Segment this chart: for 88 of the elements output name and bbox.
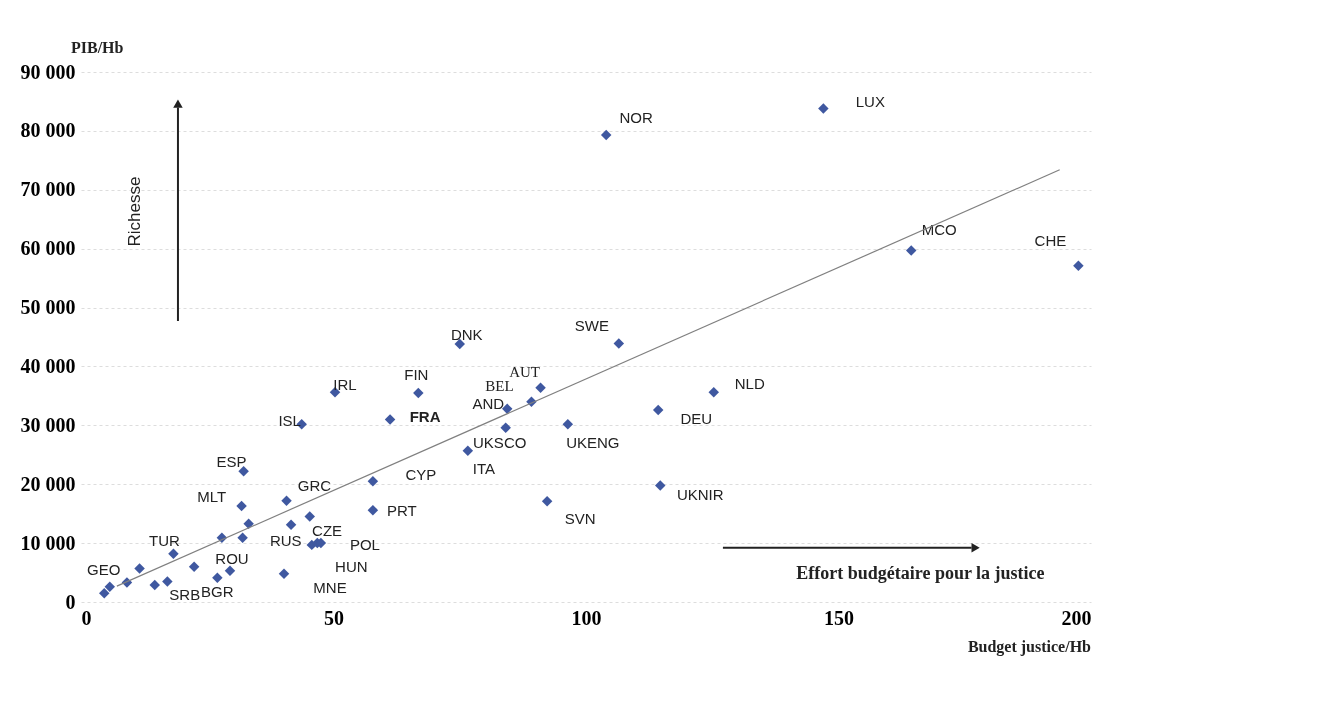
point	[104, 581, 116, 592]
point	[212, 572, 223, 584]
data-label: AND	[472, 394, 505, 412]
data-label: MLT	[197, 488, 227, 506]
point	[818, 103, 829, 114]
point	[278, 568, 290, 579]
point	[243, 518, 254, 529]
point	[168, 548, 179, 559]
data-label: SWE	[574, 317, 609, 335]
point	[237, 532, 248, 544]
point	[541, 496, 553, 507]
data-label: CZE	[312, 521, 343, 539]
point	[500, 422, 511, 433]
data-label: FIN	[404, 365, 429, 383]
data-label: BEL	[485, 377, 514, 394]
point	[238, 466, 249, 477]
point	[134, 563, 145, 574]
point	[905, 245, 917, 256]
point	[413, 387, 424, 399]
data-label: UKENG	[566, 434, 620, 452]
y-tick-label: 20 000	[20, 472, 76, 495]
point	[654, 480, 666, 491]
data-label: LUX	[855, 92, 885, 110]
data-label: UKSCO	[473, 433, 527, 451]
y-tick-label: 50 000	[20, 296, 76, 319]
point	[367, 476, 379, 487]
point	[236, 500, 247, 512]
data-label: MNE	[313, 578, 347, 596]
data-label: MCO	[921, 221, 957, 239]
point	[224, 565, 236, 577]
point	[367, 504, 379, 516]
data-label: NLD	[734, 375, 765, 393]
data-label: CYP	[405, 466, 437, 484]
y-tick-label: 40 000	[20, 354, 76, 377]
point	[535, 382, 546, 393]
annotation: Richesse	[124, 176, 144, 247]
x-axis-title: Budget justice/Hb	[967, 638, 1092, 656]
data-label: BGR	[201, 582, 234, 600]
point	[462, 445, 474, 456]
y-tick-label: 60 000	[20, 237, 76, 260]
point	[613, 338, 625, 349]
data-label: AUT	[509, 363, 540, 380]
point	[1073, 260, 1084, 271]
data-label: FRA	[409, 408, 441, 426]
y-tick-label: 10 000	[20, 531, 76, 554]
data-label: TUR	[149, 531, 180, 549]
y-tick-label: 80 000	[20, 119, 76, 142]
point	[600, 129, 612, 141]
data-label: GRC	[297, 476, 332, 494]
point	[188, 561, 200, 572]
point	[562, 418, 574, 430]
y-axis-title: PIB/Hb	[71, 39, 124, 56]
data-label: SVN	[564, 510, 596, 528]
data-label: CHE	[1034, 231, 1067, 249]
y-tick-label: 30 000	[20, 413, 76, 436]
data-label: GEO	[87, 560, 121, 578]
data-label: ISL	[278, 412, 301, 430]
point	[285, 519, 297, 531]
y-tick-label: 0	[65, 590, 76, 613]
point	[652, 404, 664, 416]
data-label: SRB	[169, 585, 201, 603]
data-label: PRT	[387, 502, 417, 520]
data-label: HUN	[335, 558, 368, 576]
x-tick-label: 50	[324, 606, 344, 629]
data-label: UKNIR	[676, 486, 724, 504]
y-tick-label: 90 000	[20, 60, 76, 83]
data-label: DNK	[450, 326, 483, 344]
point	[304, 511, 316, 522]
y-tick-label: 70 000	[20, 178, 76, 201]
point	[281, 495, 292, 506]
data-label: IRL	[333, 376, 357, 394]
data-label: DEU	[680, 410, 713, 428]
point	[149, 579, 160, 591]
point	[162, 576, 173, 587]
point	[708, 387, 720, 398]
x-tick-label: 200	[1061, 606, 1092, 629]
data-label: RUS	[269, 531, 302, 549]
point	[98, 587, 110, 599]
x-tick-label: 100	[571, 606, 602, 629]
x-tick-label: 150	[824, 606, 854, 629]
annotation: Effort budgétaire pour la justice	[796, 562, 1045, 583]
point	[384, 414, 396, 425]
data-label: POL	[349, 536, 380, 554]
data-label: NOR	[619, 109, 654, 127]
x-tick-label: 0	[81, 606, 92, 629]
data-label: ROU	[215, 549, 249, 567]
data-label: ESP	[216, 453, 247, 471]
data-label: ITA	[472, 459, 495, 477]
